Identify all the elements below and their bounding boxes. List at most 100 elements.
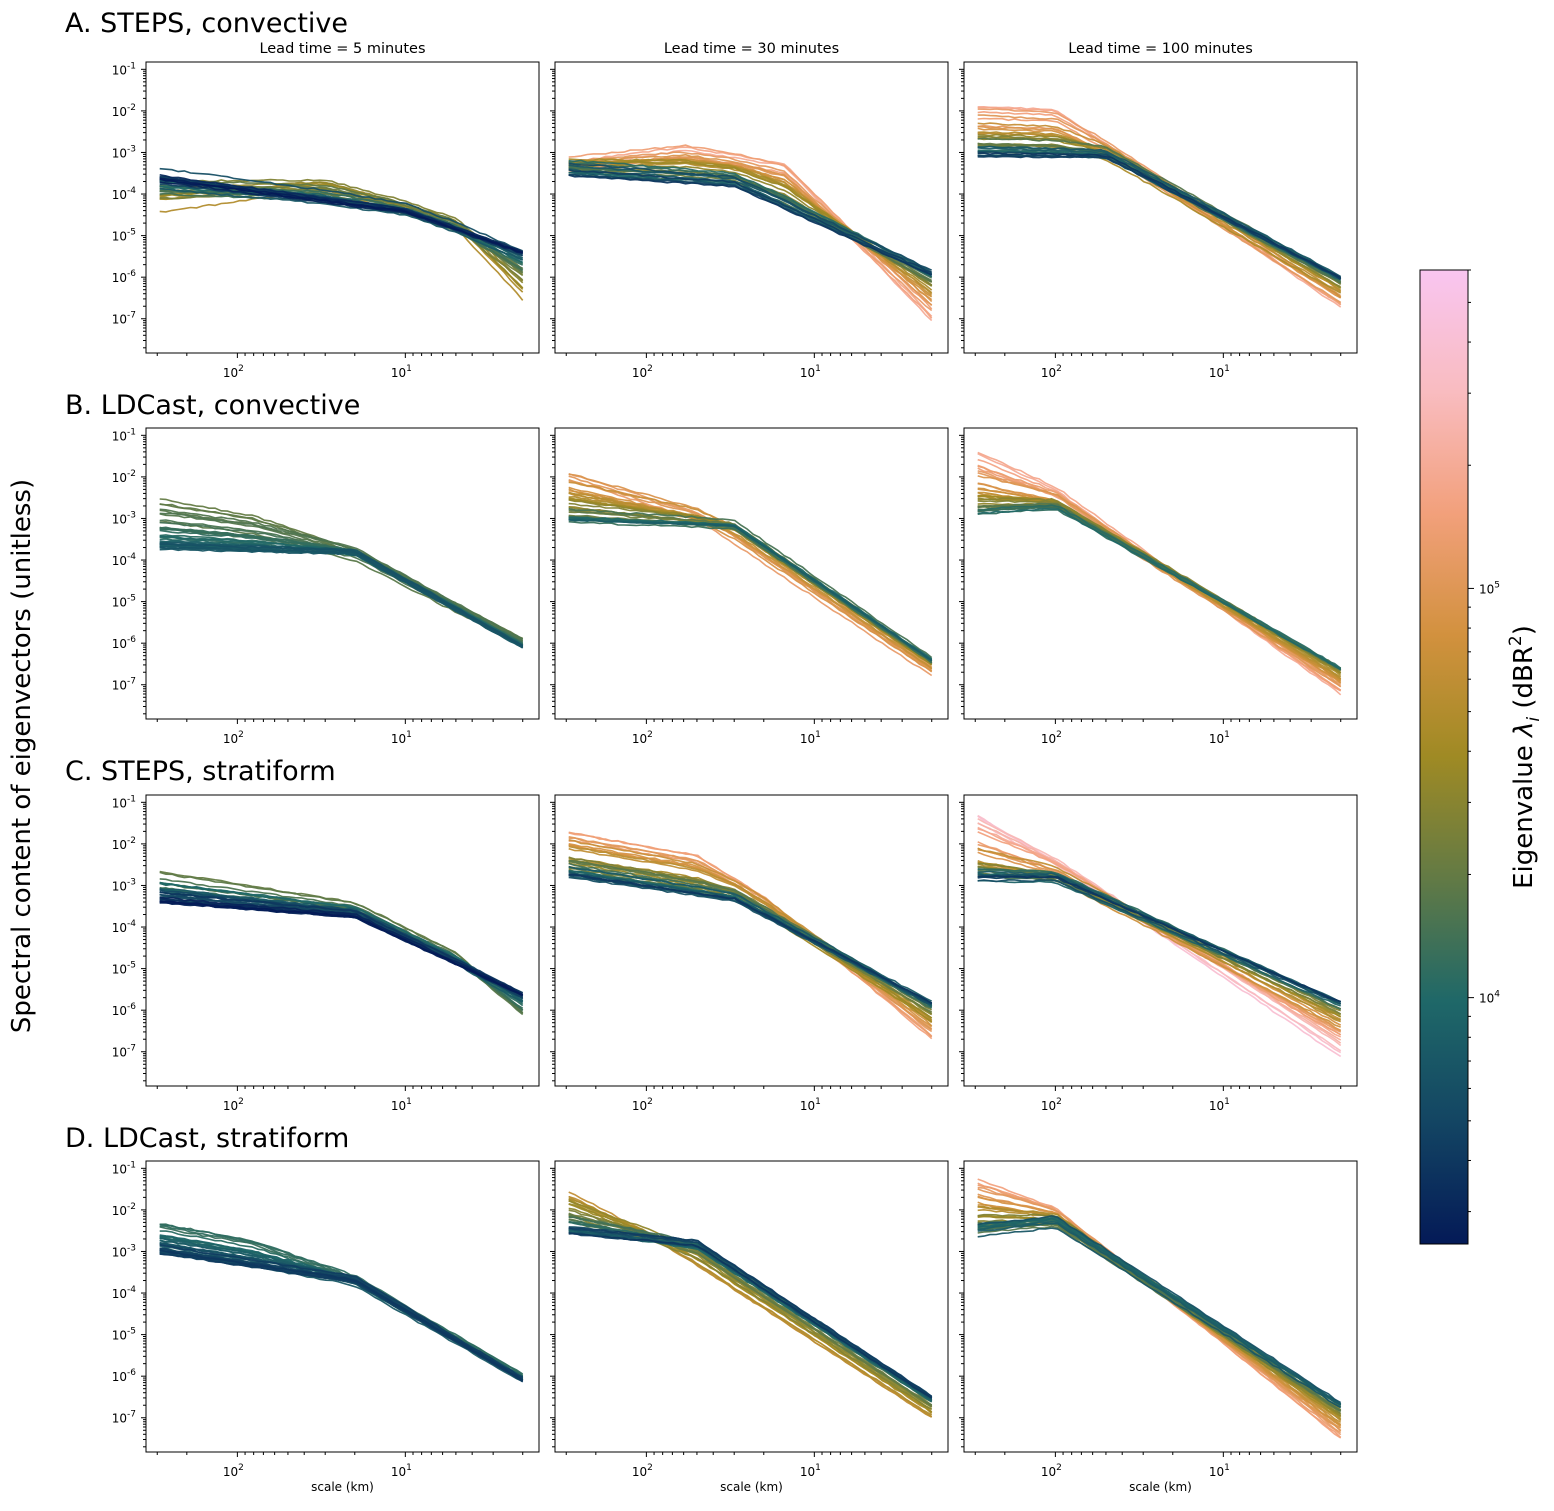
series-line (568, 1227, 933, 1399)
x-tick-label: 102 (223, 364, 244, 380)
series-lines (159, 870, 524, 1016)
series-line (977, 1215, 1342, 1404)
panel-frame (963, 61, 1358, 354)
series-line (568, 1232, 933, 1399)
series-line (568, 831, 933, 1037)
series-line (159, 871, 524, 1014)
series-line (568, 174, 933, 276)
series-line (977, 879, 1341, 1007)
column-title: Lead time = 5 minutes (259, 41, 425, 57)
series-line (159, 167, 523, 252)
panel: 102 101 (550, 427, 949, 746)
panel-frame (145, 794, 540, 1087)
series-line (977, 155, 1342, 281)
x-tick-label: 102 (1041, 730, 1062, 746)
x-tick-label: 101 (800, 730, 821, 746)
series-lines (977, 814, 1342, 1058)
panel: 102 101 scale (km) (959, 1160, 1358, 1494)
panel-frame (145, 1160, 540, 1453)
series-line (159, 1245, 524, 1381)
series-line (159, 190, 524, 301)
colorbar-label: Eigenvalue λi (dBR2) (1506, 625, 1544, 889)
series-line (977, 452, 1342, 696)
row-title: A. STEPS, convective (65, 8, 348, 39)
series-line (568, 492, 933, 669)
y-tick-label: 10-7 (112, 1044, 136, 1060)
series-lines (159, 1223, 524, 1383)
panel-frame (963, 1160, 1358, 1453)
x-tick-label: 101 (1209, 364, 1230, 380)
series-line (977, 507, 1342, 671)
series-line (159, 1247, 524, 1381)
panel-frame (554, 427, 949, 720)
series-line (159, 900, 524, 996)
series-line (568, 157, 933, 301)
panel: 102 101 (959, 427, 1358, 746)
series-line (159, 882, 524, 1002)
series-line (977, 135, 1342, 289)
series-line (568, 499, 933, 661)
series-line (568, 1218, 933, 1408)
series-line (568, 502, 933, 662)
series-line (977, 151, 1342, 279)
series-line (159, 503, 524, 642)
series-line (568, 486, 933, 670)
series-line (159, 546, 524, 649)
series-line (159, 1248, 524, 1382)
y-tick-label: 10-7 (112, 311, 136, 327)
series-line (568, 873, 933, 1004)
series-lines (568, 1191, 933, 1418)
series-line (159, 545, 524, 648)
series-line (568, 480, 933, 677)
series-line (159, 1248, 524, 1381)
series-line (977, 875, 1341, 1003)
series-line (977, 871, 1342, 1015)
colorbar-ticks: 104 105 (1468, 269, 1500, 1213)
series-line (568, 162, 933, 271)
series-line (159, 1251, 524, 1383)
y-tick-label: 10-3 (112, 144, 136, 160)
series-line (568, 1227, 933, 1397)
series-line (568, 478, 933, 672)
series-line (977, 1227, 1342, 1409)
y-tick-label: 10-4 (112, 552, 137, 568)
y-tick-label: 10-1 (112, 427, 136, 443)
x-tick-label: 101 (1209, 1097, 1230, 1113)
series-line (568, 169, 933, 287)
panel-frame (554, 61, 949, 354)
series-line (568, 489, 933, 673)
series-line (977, 1193, 1342, 1432)
colorbar-bar (1419, 269, 1469, 1245)
series-lines (977, 451, 1342, 696)
series-line (159, 1248, 524, 1381)
series-line (159, 543, 524, 649)
series-line (977, 866, 1342, 1016)
panel: 102 101 (550, 794, 949, 1113)
series-line (977, 879, 1342, 1005)
x-tick-label: 102 (1041, 1097, 1062, 1113)
series-line (159, 174, 524, 253)
series-line (159, 898, 524, 997)
series-line (977, 1220, 1342, 1406)
series-line (159, 545, 524, 648)
panel: 10-1 10-2 10-3 10-4 10-5 10-6 10-7 102 101 scale … (112, 1160, 540, 1494)
series-line (977, 137, 1342, 289)
y-tick-label: 10-2 (112, 1202, 136, 1218)
series-lines (568, 472, 933, 677)
series-line (977, 504, 1342, 670)
y-tick-label: 10-1 (112, 794, 136, 810)
x-tick-label: 102 (632, 1463, 653, 1479)
series-line (159, 509, 523, 642)
series-line (977, 859, 1341, 1023)
series-line (159, 1244, 524, 1378)
x-axis-label: scale (km) (720, 1480, 783, 1494)
x-tick-label: 102 (632, 730, 653, 746)
column-title: Lead time = 100 minutes (1068, 41, 1253, 57)
series-line (568, 498, 933, 664)
y-tick-label: 10-6 (112, 635, 137, 651)
y-tick-label: 10-2 (112, 103, 136, 119)
y-tick-label: 10-5 (112, 961, 136, 977)
series-lines (159, 167, 524, 301)
x-tick-label: 101 (391, 364, 412, 380)
y-tick-label: 10-3 (112, 510, 136, 526)
